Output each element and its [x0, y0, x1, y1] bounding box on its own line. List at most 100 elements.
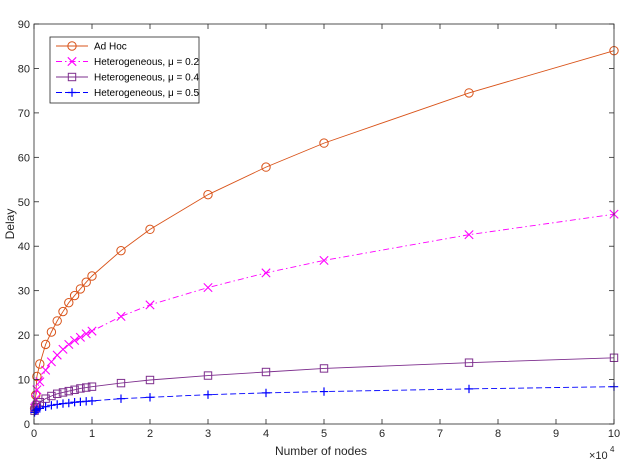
series-4-point	[47, 401, 56, 410]
series-3-point	[76, 384, 85, 393]
series-3-point	[116, 378, 126, 388]
x-tick-label: 8	[495, 428, 501, 440]
series-4-point	[203, 390, 213, 399]
x-tick-label: 6	[379, 428, 385, 440]
series-2-point	[87, 326, 97, 336]
series-1-point	[261, 162, 271, 172]
series-4-point	[261, 388, 271, 398]
series-1-point	[464, 88, 474, 98]
series-1-point	[81, 277, 91, 287]
series-1-point	[32, 371, 42, 382]
series-2-point	[81, 329, 91, 339]
series-1-point	[75, 284, 86, 294]
series-2-point	[46, 357, 56, 367]
series-1-point	[46, 327, 57, 337]
series-4-point	[145, 393, 155, 402]
x-tick-label: 4	[263, 428, 269, 440]
series-2-point	[35, 377, 45, 387]
series-3-point	[203, 371, 213, 380]
x-tick-label: 9	[553, 428, 559, 440]
series-4-point	[41, 402, 50, 411]
series-4-point	[64, 398, 73, 408]
x-axis-label: Number of nodes	[275, 444, 367, 458]
x-tick-label: 1	[89, 428, 95, 440]
legend-marker	[67, 41, 77, 51]
series-1-point	[52, 316, 62, 326]
series-3-point	[464, 358, 474, 367]
y-tick-label: 80	[18, 63, 30, 75]
series-2-point	[75, 332, 85, 342]
legend-entry-2: Heterogeneous, μ = 0.2	[56, 56, 199, 68]
legend-marker	[67, 72, 77, 82]
legend-marker	[67, 56, 77, 67]
y-tick-label: 70	[18, 108, 30, 120]
series-1-point	[116, 245, 126, 256]
series-2-point	[261, 268, 271, 278]
series-3-point	[145, 375, 155, 385]
series-3-point	[82, 383, 91, 392]
legend-entry-3: Heterogeneous, μ = 0.4	[56, 73, 199, 84]
legend-marker	[67, 88, 77, 97]
series-2-point	[319, 255, 329, 266]
x-tick-label: 7	[437, 428, 443, 440]
series-2-point	[145, 300, 155, 310]
series-1-point	[40, 339, 51, 350]
series-4-point	[87, 396, 97, 406]
y-tick-label: 60	[18, 152, 30, 164]
legend-entry-4: Heterogeneous, μ = 0.5	[56, 88, 199, 99]
series-2-point	[58, 344, 68, 354]
series-3-point	[319, 364, 329, 373]
series-2-point	[64, 339, 74, 350]
series-4-point	[116, 394, 126, 403]
series-1	[29, 45, 619, 414]
series-1-point	[35, 359, 45, 369]
x-tick-label: 5	[321, 428, 327, 440]
legend-label: Heterogeneous, μ = 0.4	[94, 73, 199, 84]
series-3-point	[41, 394, 50, 403]
series-4-point	[319, 387, 329, 396]
series-4-point	[53, 400, 62, 409]
series-1-point	[319, 138, 329, 148]
y-axis-label: Delay	[3, 209, 17, 240]
series-3-point	[87, 382, 97, 391]
x-axis-exponent-power: 4	[610, 445, 615, 454]
legend-entry-1: Ad Hoc	[56, 41, 127, 53]
series-4-point	[35, 404, 44, 413]
y-tick-label: 20	[18, 330, 30, 342]
series-2-point	[70, 335, 80, 346]
series-layer	[29, 45, 619, 417]
series-3-point	[47, 391, 56, 401]
series-1-point	[58, 306, 68, 317]
series-3-point	[53, 389, 62, 398]
legend: Ad Hoc Heterogeneous, μ = 0.2 Heterogeneou…	[49, 36, 199, 104]
y-tick-label: 0	[24, 419, 30, 431]
series-2-point	[203, 282, 213, 293]
x-tick-label: 3	[205, 428, 211, 440]
series-1-point	[203, 189, 213, 200]
axes-layer: 0 1 2 3 4 5 6 7 8 9 10 0 10 20 30 40 50 60 70 80 90 Number of…	[3, 19, 620, 462]
legend-label: Ad Hoc	[94, 42, 127, 53]
series-2-point	[41, 365, 51, 375]
x-tick-label: 10	[608, 428, 620, 440]
series-3-point	[58, 388, 68, 397]
series-3-point	[70, 385, 79, 394]
legend-label: Heterogeneous, μ = 0.5	[94, 88, 199, 99]
y-tick-label: 30	[18, 286, 30, 298]
series-1-point	[69, 290, 80, 301]
y-tick-label: 40	[18, 241, 30, 253]
series-1-point	[145, 224, 155, 235]
series-1-point	[64, 297, 74, 308]
series-2-line	[34, 213, 615, 409]
y-tick-label: 90	[18, 19, 30, 31]
series-3-point	[64, 386, 73, 396]
series-2-point	[464, 230, 474, 240]
y-tick-label: 50	[18, 197, 30, 209]
y-tick-label: 10	[18, 375, 30, 387]
x-tick-label: 0	[31, 428, 37, 440]
series-2-point	[116, 311, 126, 322]
series-3-point	[261, 367, 271, 377]
legend-label: Heterogeneous, μ = 0.2	[94, 57, 199, 68]
series-4-point	[464, 384, 474, 394]
series-1-point	[87, 271, 97, 281]
